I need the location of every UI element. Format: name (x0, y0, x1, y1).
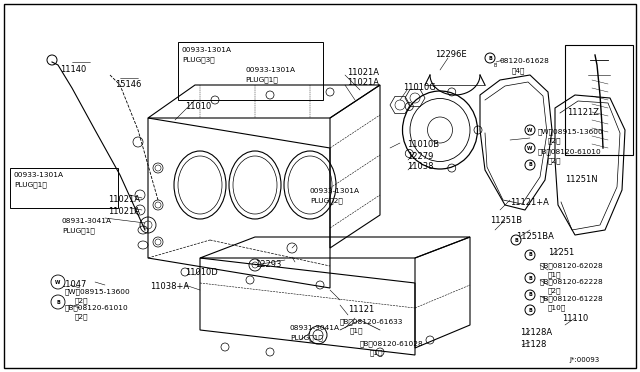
Text: （W）08915-13600: （W）08915-13600 (65, 288, 131, 295)
Text: 11047: 11047 (60, 280, 86, 289)
Circle shape (485, 53, 495, 63)
Text: B: B (528, 253, 532, 257)
Circle shape (51, 295, 65, 309)
Text: （B）08120-61010: （B）08120-61010 (65, 304, 129, 311)
Circle shape (51, 275, 65, 289)
Text: （B）08120-62028: （B）08120-62028 (540, 262, 604, 269)
Text: （2）: （2） (75, 297, 88, 304)
Bar (565, 45, 633, 155)
Text: B: B (493, 63, 497, 68)
Circle shape (525, 273, 535, 283)
Text: （4）: （4） (512, 67, 525, 74)
Text: W: W (527, 145, 532, 151)
Text: 11021A: 11021A (108, 207, 140, 216)
Text: W: W (55, 279, 61, 285)
Text: 11251B: 11251B (490, 216, 522, 225)
Circle shape (525, 160, 535, 170)
Circle shape (525, 305, 535, 315)
Text: PLUG（2）: PLUG（2） (310, 197, 343, 203)
Text: （2）: （2） (548, 287, 561, 294)
Text: 11121+A: 11121+A (510, 198, 549, 207)
Text: B: B (528, 292, 532, 298)
Text: 12279: 12279 (407, 152, 433, 161)
Circle shape (511, 235, 521, 245)
Text: 11140: 11140 (60, 65, 86, 74)
Circle shape (525, 250, 535, 260)
Text: 11038: 11038 (407, 162, 433, 171)
Text: 11021A: 11021A (347, 68, 379, 77)
Text: 11121: 11121 (348, 305, 374, 314)
Text: 11038+A: 11038+A (150, 282, 189, 291)
Text: 11251BA: 11251BA (516, 232, 554, 241)
Text: （1）: （1） (350, 327, 364, 334)
Text: B: B (488, 55, 492, 61)
Text: J*:00093: J*:00093 (570, 357, 600, 363)
Text: B: B (528, 276, 532, 280)
Text: 15146: 15146 (115, 80, 141, 89)
Text: PLUG（1）: PLUG（1） (62, 227, 95, 234)
Text: 08931-3041A: 08931-3041A (62, 218, 112, 224)
Text: 11110: 11110 (562, 314, 588, 323)
Text: 11010G: 11010G (403, 83, 436, 92)
Text: 11251: 11251 (548, 248, 574, 257)
Text: B: B (56, 299, 60, 305)
Text: （1）: （1） (548, 271, 561, 278)
Text: 12296E: 12296E (435, 50, 467, 59)
Text: 11021A: 11021A (108, 195, 140, 204)
Circle shape (525, 143, 535, 153)
Text: 08120-61628: 08120-61628 (500, 58, 550, 64)
Bar (10, 168, 118, 208)
Text: PLUG（3）: PLUG（3） (182, 56, 214, 62)
Text: （2）: （2） (548, 137, 561, 144)
Text: （B）08120-62228: （B）08120-62228 (540, 278, 604, 285)
Text: 11128: 11128 (520, 340, 547, 349)
Text: 11021A: 11021A (347, 78, 379, 87)
Text: （B）08120-61633: （B）08120-61633 (340, 318, 403, 325)
Text: PLUG（1）: PLUG（1） (245, 76, 278, 83)
Text: 00933-1301A: 00933-1301A (245, 67, 295, 73)
Circle shape (525, 290, 535, 300)
Text: （2）: （2） (548, 157, 561, 164)
Text: 00933-1301A: 00933-1301A (182, 47, 232, 53)
Text: 12293: 12293 (255, 260, 282, 269)
Text: 11251N: 11251N (565, 175, 598, 184)
Text: 00933-1301A: 00933-1301A (310, 188, 360, 194)
Text: （1）: （1） (370, 349, 383, 356)
Bar (178, 42, 323, 100)
Text: 11128A: 11128A (520, 328, 552, 337)
Text: PLUG（1）: PLUG（1） (290, 334, 323, 341)
Text: B: B (528, 308, 532, 312)
Text: （10）: （10） (548, 304, 566, 311)
Text: （2）: （2） (75, 313, 88, 320)
Text: （B）08120-61028: （B）08120-61028 (360, 340, 424, 347)
Text: 11010D: 11010D (185, 268, 218, 277)
Text: 11010: 11010 (185, 102, 211, 111)
Circle shape (525, 125, 535, 135)
Text: （B）08120-61228: （B）08120-61228 (540, 295, 604, 302)
Text: B: B (514, 237, 518, 243)
Text: B: B (528, 163, 532, 167)
Text: 08931-3041A: 08931-3041A (290, 325, 340, 331)
Text: （W）08915-13600: （W）08915-13600 (538, 128, 604, 135)
Text: 11121Z: 11121Z (567, 108, 599, 117)
Text: 00933-1301A: 00933-1301A (14, 172, 64, 178)
Text: PLUG（1）: PLUG（1） (14, 181, 47, 187)
Text: 11010B: 11010B (407, 140, 439, 149)
Text: （B）08120-61010: （B）08120-61010 (538, 148, 602, 155)
Text: W: W (527, 128, 532, 132)
